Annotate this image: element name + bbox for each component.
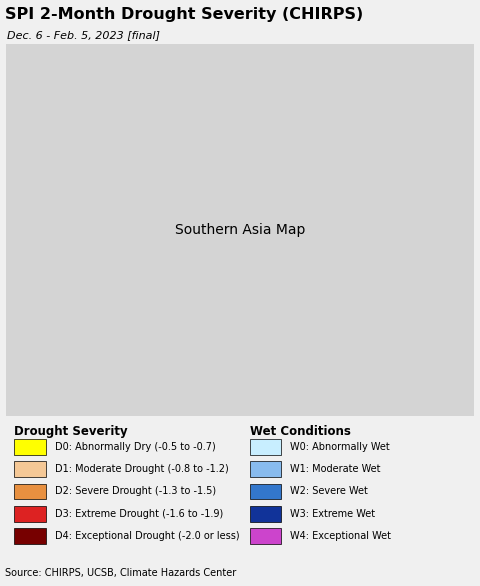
FancyBboxPatch shape bbox=[250, 506, 281, 522]
Text: Source: CHIRPS, UCSB, Climate Hazards Center: Source: CHIRPS, UCSB, Climate Hazards Ce… bbox=[5, 568, 236, 578]
FancyBboxPatch shape bbox=[14, 483, 46, 499]
Text: SPI 2-Month Drought Severity (CHIRPS): SPI 2-Month Drought Severity (CHIRPS) bbox=[5, 6, 363, 22]
Text: Southern Asia Map: Southern Asia Map bbox=[175, 223, 305, 237]
Text: W1: Moderate Wet: W1: Moderate Wet bbox=[290, 464, 381, 474]
FancyBboxPatch shape bbox=[14, 439, 46, 455]
Text: D1: Moderate Drought (-0.8 to -1.2): D1: Moderate Drought (-0.8 to -1.2) bbox=[55, 464, 229, 474]
Text: W4: Exceptional Wet: W4: Exceptional Wet bbox=[290, 531, 391, 541]
FancyBboxPatch shape bbox=[250, 483, 281, 499]
Text: W3: Extreme Wet: W3: Extreme Wet bbox=[290, 509, 375, 519]
FancyBboxPatch shape bbox=[14, 528, 46, 544]
FancyBboxPatch shape bbox=[14, 461, 46, 477]
FancyBboxPatch shape bbox=[250, 461, 281, 477]
Text: D0: Abnormally Dry (-0.5 to -0.7): D0: Abnormally Dry (-0.5 to -0.7) bbox=[55, 442, 216, 452]
Text: Drought Severity: Drought Severity bbox=[14, 425, 128, 438]
Text: D2: Severe Drought (-1.3 to -1.5): D2: Severe Drought (-1.3 to -1.5) bbox=[55, 486, 216, 496]
Text: W2: Severe Wet: W2: Severe Wet bbox=[290, 486, 368, 496]
Text: D4: Exceptional Drought (-2.0 or less): D4: Exceptional Drought (-2.0 or less) bbox=[55, 531, 240, 541]
FancyBboxPatch shape bbox=[250, 439, 281, 455]
Text: Wet Conditions: Wet Conditions bbox=[250, 425, 350, 438]
Text: Dec. 6 - Feb. 5, 2023 [final]: Dec. 6 - Feb. 5, 2023 [final] bbox=[7, 30, 160, 40]
FancyBboxPatch shape bbox=[250, 528, 281, 544]
Text: W0: Abnormally Wet: W0: Abnormally Wet bbox=[290, 442, 390, 452]
FancyBboxPatch shape bbox=[14, 506, 46, 522]
Text: D3: Extreme Drought (-1.6 to -1.9): D3: Extreme Drought (-1.6 to -1.9) bbox=[55, 509, 224, 519]
